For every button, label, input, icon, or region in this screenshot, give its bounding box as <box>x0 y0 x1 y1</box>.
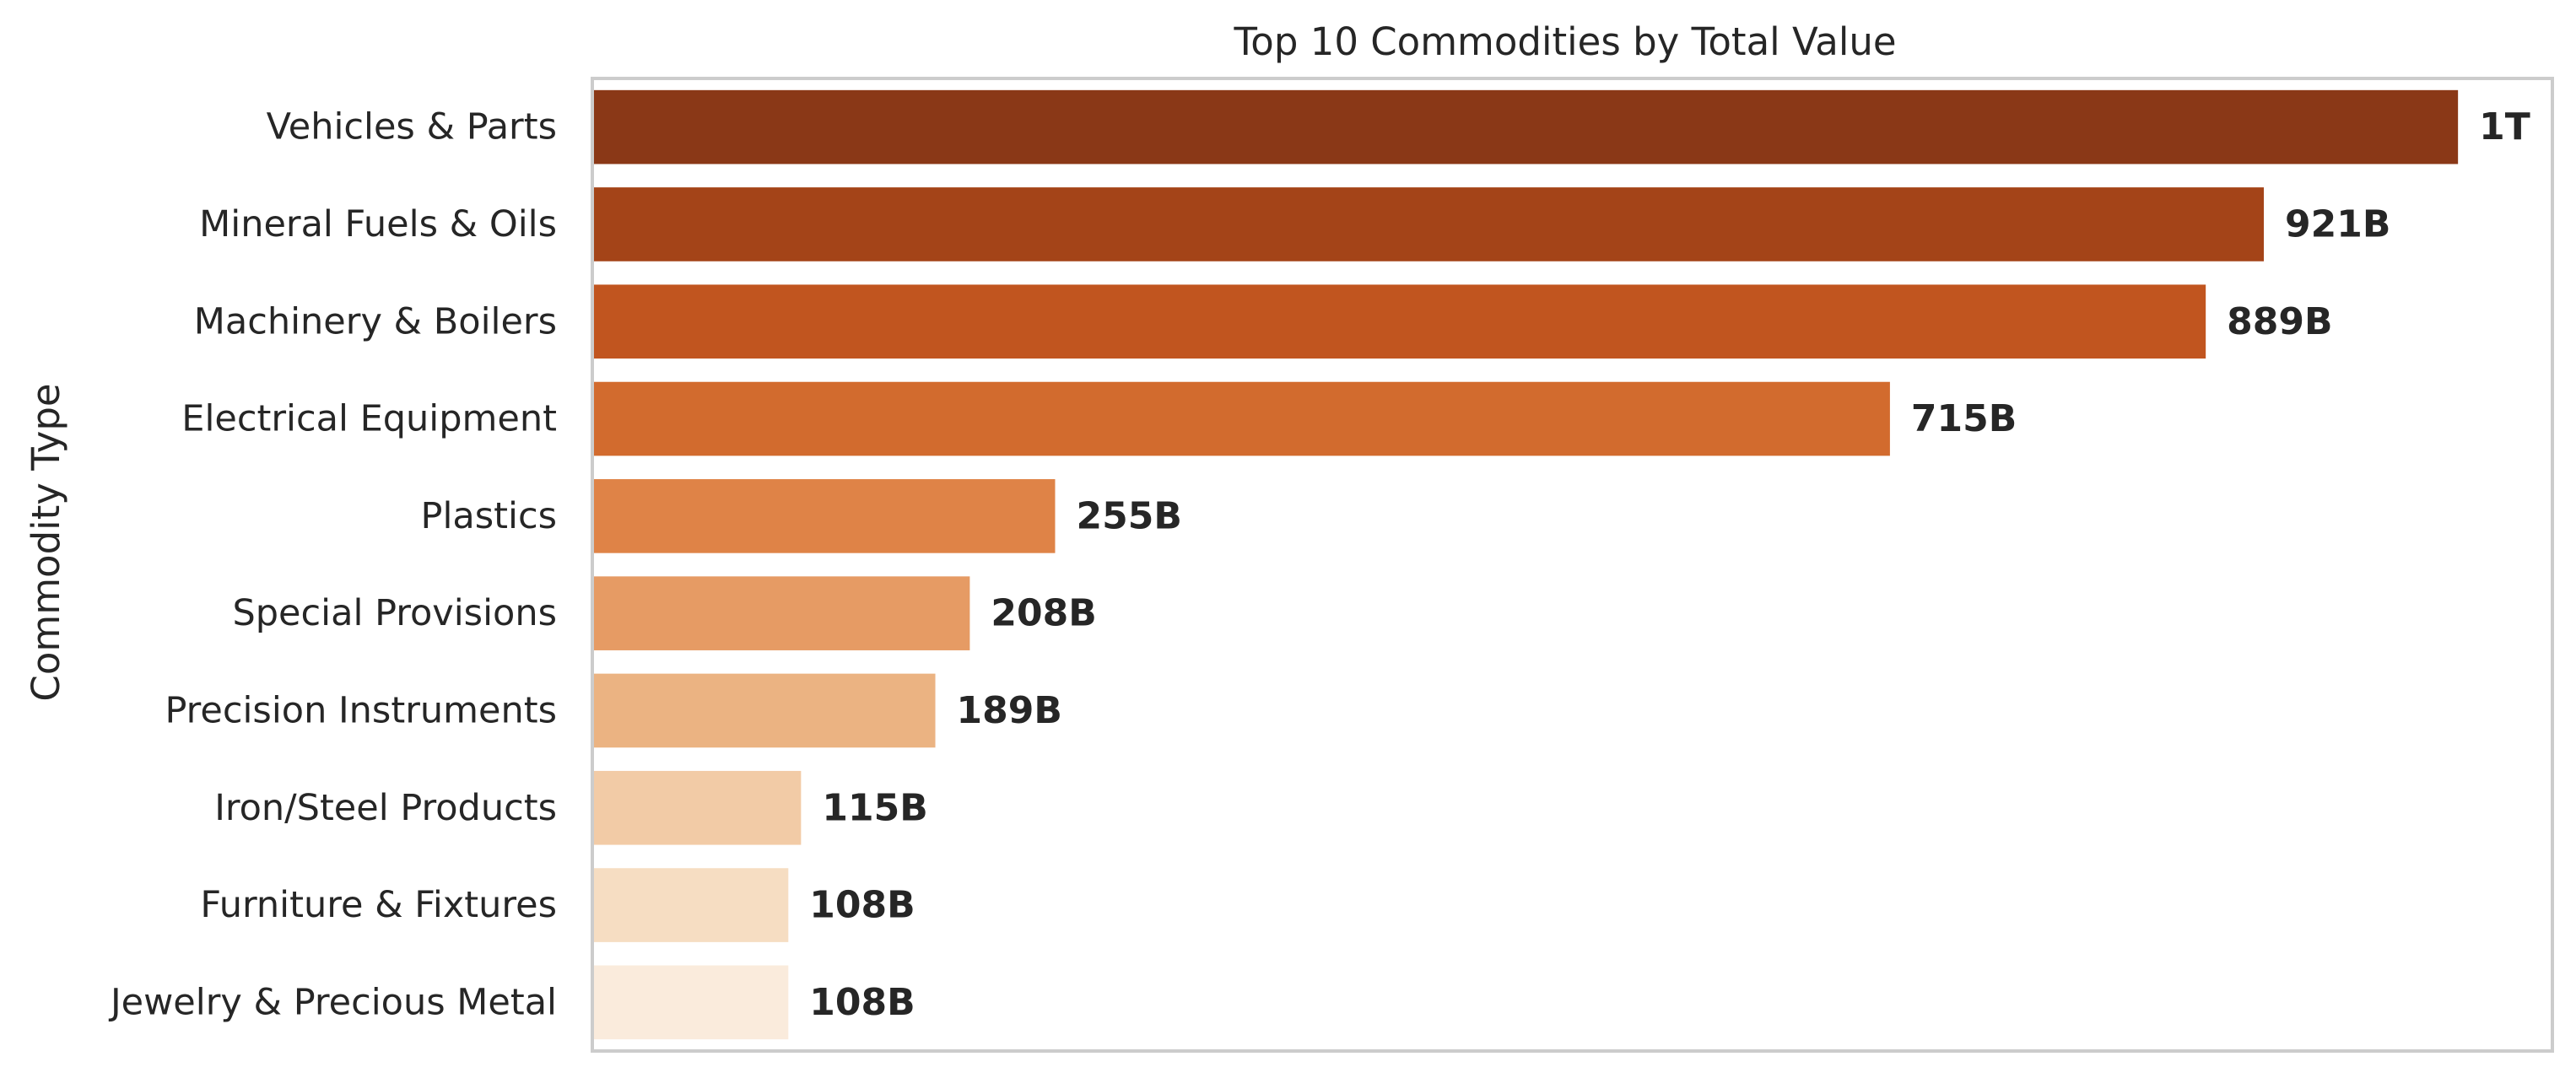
y-tick-label: Precision Instruments <box>165 689 557 731</box>
y-tick-label: Iron/Steel Products <box>214 787 557 829</box>
y-tick-label: Vehicles & Parts <box>267 106 557 148</box>
bars-group <box>592 89 2459 1040</box>
plot-frame <box>591 77 2554 1053</box>
data-label: 715B <box>1911 397 2017 440</box>
bar <box>592 89 2459 164</box>
y-tick-label: Electrical Equipment <box>181 398 557 440</box>
y-axis-label: Commodity Type <box>24 383 68 701</box>
bar <box>592 576 970 650</box>
data-label: 921B <box>2285 202 2390 245</box>
bar <box>592 284 2206 359</box>
y-tick-labels: Vehicles & Parts Mineral Fuels & Oils Mach… <box>108 106 557 1024</box>
data-label: 255B <box>1076 494 1181 537</box>
data-label: 108B <box>809 884 915 927</box>
y-tick-label: Mineral Fuels & Oils <box>199 203 557 245</box>
data-label: 208B <box>991 592 1096 635</box>
data-label: 889B <box>2227 300 2332 343</box>
bar <box>592 868 789 942</box>
bar <box>592 187 2265 261</box>
bar <box>592 673 936 748</box>
data-label: 189B <box>957 689 1062 732</box>
bar <box>592 965 789 1040</box>
y-tick-label: Plastics <box>421 495 557 537</box>
y-tick-label: Jewelry & Precious Metal <box>108 981 557 1023</box>
data-label: 108B <box>809 981 915 1024</box>
y-tick-label: Furniture & Fixtures <box>200 884 557 926</box>
chart-title: Top 10 Commodities by Total Value <box>1233 19 1896 64</box>
data-labels: 1T 921B 889B 715B 255B 208B 189B 115B 108B 108B <box>809 105 2530 1024</box>
bar <box>592 479 1056 553</box>
y-tick-label: Special Provisions <box>232 592 557 634</box>
bar <box>592 381 1890 456</box>
bar <box>592 770 802 845</box>
y-tick-label: Machinery & Boilers <box>194 300 557 342</box>
data-label: 1T <box>2479 105 2530 148</box>
data-label: 115B <box>822 786 927 829</box>
